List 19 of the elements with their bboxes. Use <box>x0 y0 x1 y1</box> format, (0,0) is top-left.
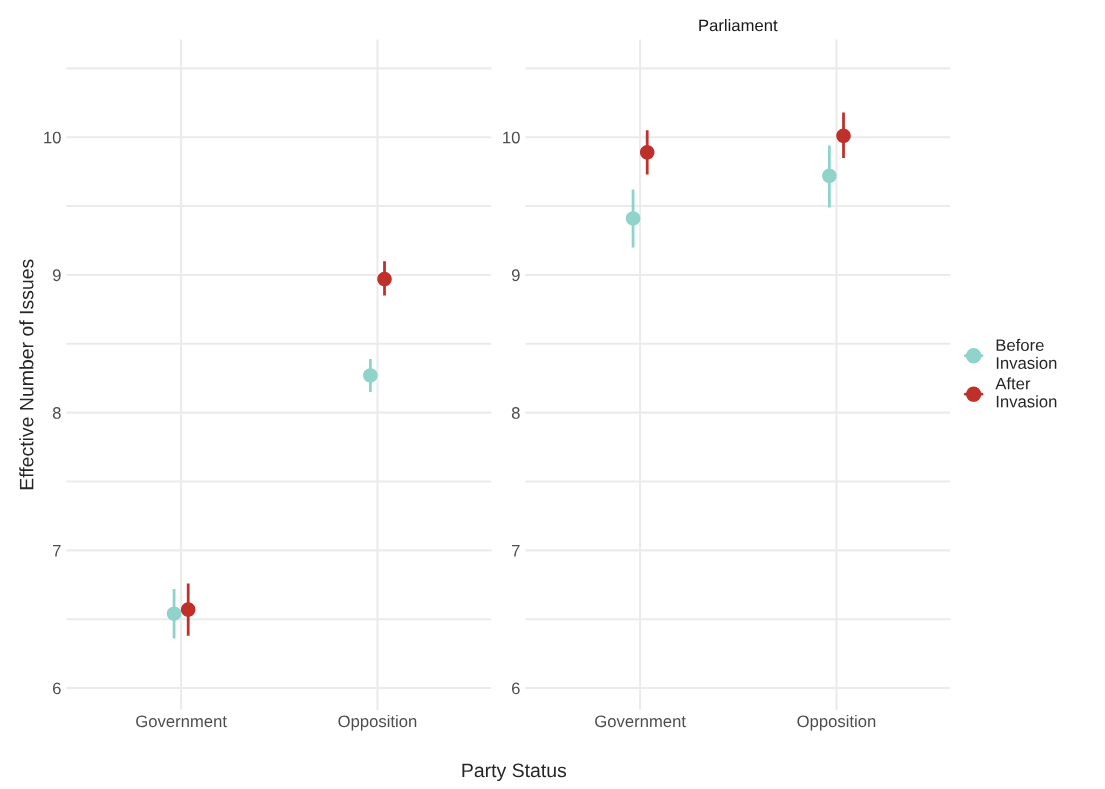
x-tick-label: Government <box>595 715 686 728</box>
y-tick-label: 7 <box>53 544 61 557</box>
chart-title: Parliament <box>699 19 778 32</box>
y-tick-label: 7 <box>512 544 520 557</box>
y-tick-label: 6 <box>53 682 61 695</box>
x-tick-label: Government <box>136 715 227 728</box>
y-tick-label: 10 <box>503 131 520 144</box>
y-tick-label: 10 <box>44 131 61 144</box>
y-axis-title: Effective Number of Issues <box>19 259 34 490</box>
legend-label: After Invasion <box>995 377 1057 408</box>
y-tick-label: 6 <box>512 682 520 695</box>
y-tick-label: 9 <box>511 269 520 282</box>
y-tick-label: 8 <box>511 407 520 419</box>
legend-label: Before Invasion <box>996 338 1057 369</box>
x-tick-label: Opposition <box>797 714 876 731</box>
x-axis-title: Party Status <box>462 763 567 782</box>
x-tick-label: Opposition <box>338 714 417 731</box>
y-tick-label: 9 <box>52 269 61 282</box>
y-tick-label: 8 <box>52 407 61 419</box>
